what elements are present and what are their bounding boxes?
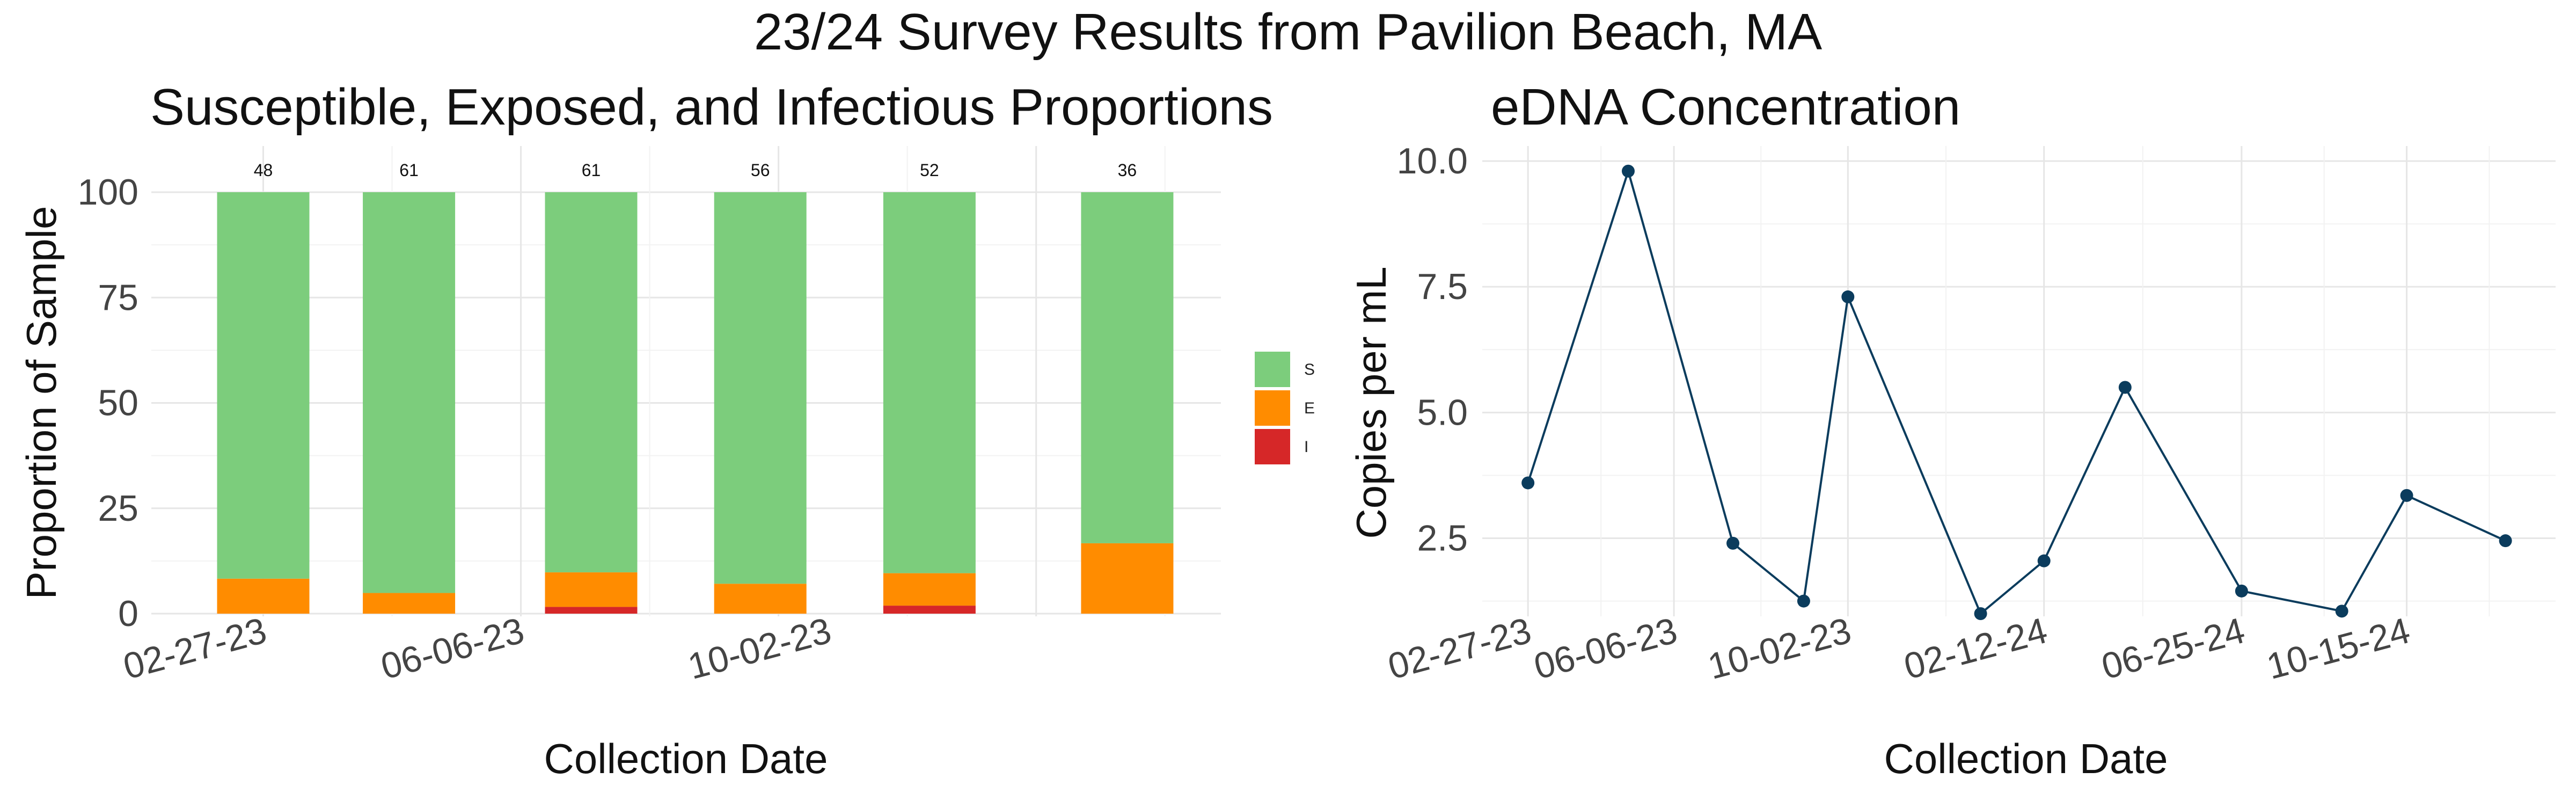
left-panel-title: Susceptible, Exposed, and Infectious Pro…: [150, 78, 1273, 136]
bar-segment-I: [545, 607, 638, 614]
bar-segment-E: [1081, 543, 1174, 614]
edna-series-line: [1527, 170, 2506, 615]
right-x-tick-label: 10-15-24: [2263, 610, 2414, 687]
edna-data-point: [2400, 489, 2413, 502]
right-x-tick-label: 06-25-24: [2097, 610, 2249, 687]
bar-segment-E: [217, 578, 310, 614]
edna-data-point: [1797, 594, 1810, 608]
left-bars: [217, 192, 1174, 614]
bar-segment-E: [363, 593, 456, 614]
bar-segment-S: [545, 192, 638, 573]
bar-count-label: 36: [1118, 161, 1137, 180]
right-y-tick-label: 5.0: [1417, 392, 1468, 433]
bar-segment-S: [217, 192, 310, 579]
right-y-tick-label: 10.0: [1397, 141, 1468, 181]
left-x-axis-title: Collection Date: [544, 735, 828, 782]
bar-segment-S: [883, 192, 976, 573]
left-x-tick-label: 10-02-23: [684, 610, 836, 687]
right-y-tick-label: 2.5: [1417, 518, 1468, 559]
left-x-tick-labels: 02-27-23 06-06-23 10-02-23: [119, 610, 836, 687]
left-gridlines: [151, 146, 1221, 616]
left-panel: Susceptible, Exposed, and Infectious Pro…: [18, 78, 1315, 782]
bar-count-label: 48: [254, 161, 273, 180]
left-y-tick-label: 0: [118, 593, 138, 634]
bar-segment-S: [1081, 192, 1174, 543]
legend-swatch-E: [1255, 390, 1290, 426]
left-y-tick-labels: 0 25 50 75 100: [78, 172, 138, 634]
legend: S E I: [1255, 352, 1315, 464]
bar-count-label: 61: [582, 161, 601, 180]
right-y-axis-title: Copies per mL: [1348, 266, 1395, 538]
edna-data-point: [1521, 476, 1535, 490]
right-y-tick-labels: 2.5 5.0 7.5 10.0: [1397, 141, 1468, 559]
right-gridlines: [1482, 146, 2556, 616]
left-y-tick-label: 100: [78, 172, 138, 213]
edna-data-point: [1621, 164, 1635, 178]
bar-segment-I: [883, 606, 976, 614]
edna-data-point: [2118, 381, 2132, 394]
bar-count-label: 61: [399, 161, 419, 180]
bar-segment-E: [714, 584, 807, 614]
legend-label-S: S: [1304, 361, 1315, 378]
right-panel: eDNA Concentration 2.5 5.0 7.5 10.0 02-27-2…: [1348, 78, 2556, 782]
left-x-tick-label: 02-27-23: [119, 610, 271, 687]
legend-swatch-S: [1255, 352, 1290, 387]
bar-segment-S: [363, 192, 456, 593]
right-x-tick-label: 02-12-24: [1900, 610, 2052, 687]
legend-swatch-I: [1255, 429, 1290, 464]
left-y-tick-label: 75: [98, 277, 138, 318]
right-x-tick-label: 02-27-23: [1384, 610, 1535, 687]
bar-segment-E: [545, 572, 638, 607]
left-y-tick-label: 50: [98, 383, 138, 424]
left-y-tick-label: 25: [98, 488, 138, 529]
edna-data-point: [2235, 584, 2248, 598]
right-x-tick-label: 10-02-23: [1704, 610, 1856, 687]
right-x-tick-label: 06-06-23: [1529, 610, 1681, 687]
left-count-labels: 48 61 61 56 52 36: [254, 161, 1137, 180]
left-y-axis-title: Proportion of Sample: [18, 206, 65, 600]
edna-data-point: [1841, 290, 1855, 303]
legend-label-E: E: [1304, 399, 1315, 417]
edna-data-point: [2037, 554, 2051, 567]
figure-title: 23/24 Survey Results from Pavilion Beach…: [754, 3, 1822, 61]
edna-data-point: [2335, 605, 2348, 618]
bar-segment-S: [714, 192, 807, 584]
bar-count-label: 56: [751, 161, 770, 180]
right-y-tick-label: 7.5: [1417, 266, 1468, 307]
edna-data-point: [1974, 607, 1987, 620]
right-panel-title: eDNA Concentration: [1491, 78, 1960, 136]
edna-data-point: [2499, 534, 2512, 548]
bar-count-label: 52: [920, 161, 939, 180]
right-series: [1521, 164, 2512, 620]
right-x-axis-title: Collection Date: [1884, 735, 2168, 782]
bar-segment-E: [883, 573, 976, 606]
left-x-tick-label: 06-06-23: [377, 610, 529, 687]
legend-label-I: I: [1304, 438, 1308, 456]
edna-data-point: [1726, 536, 1740, 550]
